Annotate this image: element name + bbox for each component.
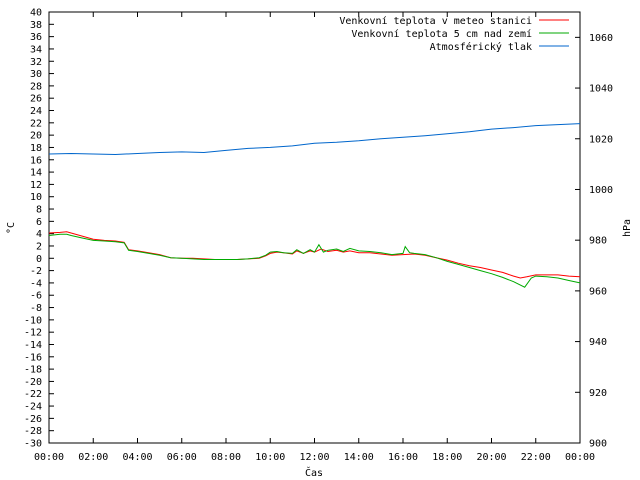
left-tick-label: 28	[30, 81, 42, 92]
left-axis-ticks: -30-28-26-24-22-20-18-16-14-12-10-8-6-4-…	[24, 8, 54, 450]
left-tick-label: -6	[30, 291, 42, 302]
left-tick-label: -14	[24, 340, 42, 351]
legend-label-pressure: Atmosférický tlak	[430, 41, 532, 53]
left-tick-label: -8	[30, 303, 42, 314]
right-axis-label: hPa	[622, 219, 633, 237]
series-line-ground	[48, 233, 581, 288]
right-tick-label: 1040	[589, 84, 613, 95]
series-lines	[48, 123, 581, 288]
x-tick-label: 06:00	[167, 452, 197, 463]
left-tick-label: 14	[30, 168, 42, 179]
left-tick-label: 36	[30, 32, 42, 43]
x-tick-label: 14:00	[344, 452, 374, 463]
series-line-pressure	[48, 123, 581, 156]
legend: Venkovní teplota v meteo stanici Venkovn…	[339, 15, 569, 53]
left-tick-label: -4	[30, 278, 42, 289]
right-tick-label: 960	[589, 286, 607, 297]
x-tick-label: 22:00	[521, 452, 551, 463]
left-tick-label: 6	[36, 217, 42, 228]
left-tick-label: -28	[24, 426, 42, 437]
left-tick-label: -24	[24, 402, 42, 413]
left-tick-label: 20	[30, 131, 42, 142]
left-tick-label: 34	[30, 44, 42, 55]
left-tick-label: 40	[30, 8, 42, 19]
legend-label-outdoor-station: Venkovní teplota v meteo stanici	[339, 15, 532, 27]
x-tick-label: 02:00	[78, 452, 108, 463]
left-tick-label: -10	[24, 315, 42, 326]
x-tick-label: 18:00	[432, 452, 462, 463]
left-tick-label: 24	[30, 106, 42, 117]
plot-frame	[48, 11, 581, 444]
left-tick-label: 22	[30, 118, 42, 129]
x-tick-label: 16:00	[388, 452, 418, 463]
x-tick-label: 00:00	[34, 452, 64, 463]
left-tick-label: 8	[36, 205, 42, 216]
right-tick-label: 980	[589, 236, 607, 247]
x-axis-ticks: 00:00 02:00 04:00 06:00 08:00 10:00 12:00 14:00…	[34, 12, 595, 463]
right-tick-label: 1000	[589, 185, 613, 196]
x-tick-label: 00:00	[565, 452, 595, 463]
x-tick-label: 12:00	[299, 452, 329, 463]
left-tick-label: 4	[36, 229, 42, 240]
right-axis-ticks: 900 920 940 960 980 1000 1020 1040 1060	[575, 33, 613, 450]
left-tick-label: -30	[24, 439, 42, 450]
left-tick-label: 26	[30, 94, 42, 105]
series-line-outdoor-station	[48, 231, 581, 279]
x-tick-label: 04:00	[122, 452, 152, 463]
left-tick-label: 10	[30, 192, 42, 203]
left-tick-label: -18	[24, 365, 42, 376]
left-axis-label: °C	[6, 222, 17, 234]
left-tick-label: -16	[24, 352, 42, 363]
x-tick-label: 10:00	[255, 452, 285, 463]
left-tick-label: 0	[36, 254, 42, 265]
left-tick-label: -2	[30, 266, 42, 277]
left-tick-label: 32	[30, 57, 42, 68]
x-axis-label: Čas	[305, 466, 323, 479]
right-tick-label: 900	[589, 439, 607, 450]
left-tick-label: 2	[36, 241, 42, 252]
legend-label-ground: Venkovní teplota 5 cm nad zemí	[351, 28, 532, 40]
left-tick-label: 16	[30, 155, 42, 166]
left-tick-label: -26	[24, 414, 42, 425]
left-tick-label: 30	[30, 69, 42, 80]
right-tick-label: 940	[589, 337, 607, 348]
left-tick-label: -12	[24, 328, 42, 339]
left-tick-label: -22	[24, 389, 42, 400]
left-tick-label: 18	[30, 143, 42, 154]
left-tick-label: -20	[24, 377, 42, 388]
right-tick-label: 920	[589, 388, 607, 399]
right-tick-label: 1020	[589, 134, 613, 145]
right-tick-label: 1060	[589, 33, 613, 44]
x-tick-label: 08:00	[211, 452, 241, 463]
x-tick-label: 20:00	[476, 452, 506, 463]
left-tick-label: 38	[30, 20, 42, 31]
left-tick-label: 12	[30, 180, 42, 191]
